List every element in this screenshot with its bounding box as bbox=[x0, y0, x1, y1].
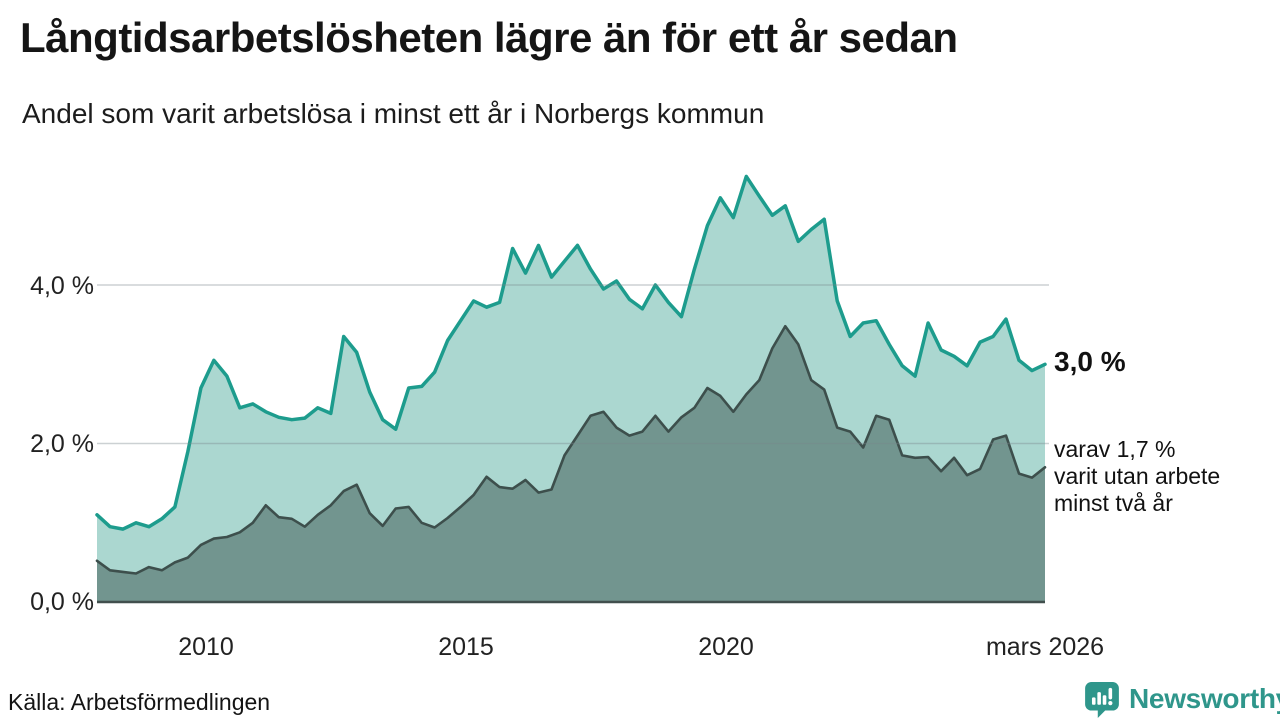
secondary-series-annotation: varav 1,7 % varit utan arbete minst två … bbox=[1054, 436, 1220, 517]
newsworthy-logo-icon bbox=[1085, 682, 1119, 718]
x-axis-tick-2020: 2020 bbox=[698, 633, 754, 661]
secondary-series-line bbox=[95, 324, 1047, 575]
primary-series-line bbox=[95, 174, 1047, 531]
newsworthy-logo-text: Newsworthy bbox=[1129, 683, 1280, 714]
secondary-series-area bbox=[97, 326, 1045, 602]
source-attribution: Källa: Arbetsförmedlingen bbox=[8, 689, 271, 715]
x-axis-tick-2010: 2010 bbox=[178, 633, 234, 661]
chart-subtitle: Andel som varit arbetslösa i minst ett å… bbox=[22, 98, 765, 129]
secondary-annotation-line-3: minst två år bbox=[1054, 490, 1173, 516]
secondary-annotation-line-2: varit utan arbete bbox=[1054, 463, 1221, 489]
y-axis-tick-2: 2,0 % bbox=[30, 430, 94, 458]
y-axis-tick-0: 0,0 % bbox=[30, 588, 94, 616]
chart-title: Långtidsarbetslösheten lägre än för ett … bbox=[20, 14, 958, 61]
secondary-annotation-line-1: varav 1,7 % bbox=[1054, 436, 1176, 462]
x-axis-tick-2015: 2015 bbox=[438, 633, 494, 661]
y-axis-tick-4: 4,0 % bbox=[30, 272, 94, 300]
newsworthy-logo: Newsworthy bbox=[1084, 681, 1280, 719]
series-end-value-label: 3,0 % bbox=[1054, 346, 1126, 377]
x-axis-tick-mars-2026: mars 2026 bbox=[985, 633, 1105, 661]
